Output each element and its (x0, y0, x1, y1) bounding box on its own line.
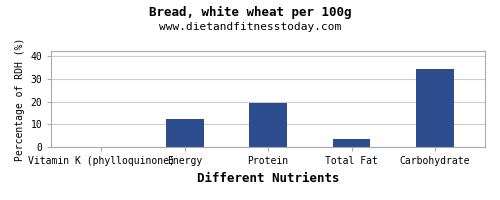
Bar (250, 103, 287, 147)
Y-axis label: Percentage of RDH (%): Percentage of RDH (%) (15, 38, 25, 161)
Bar (333, 139, 370, 147)
Text: www.dietandfitnesstoday.com: www.dietandfitnesstoday.com (159, 22, 341, 32)
X-axis label: Different Nutrients: Different Nutrients (197, 172, 340, 185)
Bar (416, 69, 454, 147)
Text: Bread, white wheat per 100g: Bread, white wheat per 100g (149, 6, 351, 19)
Bar (166, 119, 203, 147)
